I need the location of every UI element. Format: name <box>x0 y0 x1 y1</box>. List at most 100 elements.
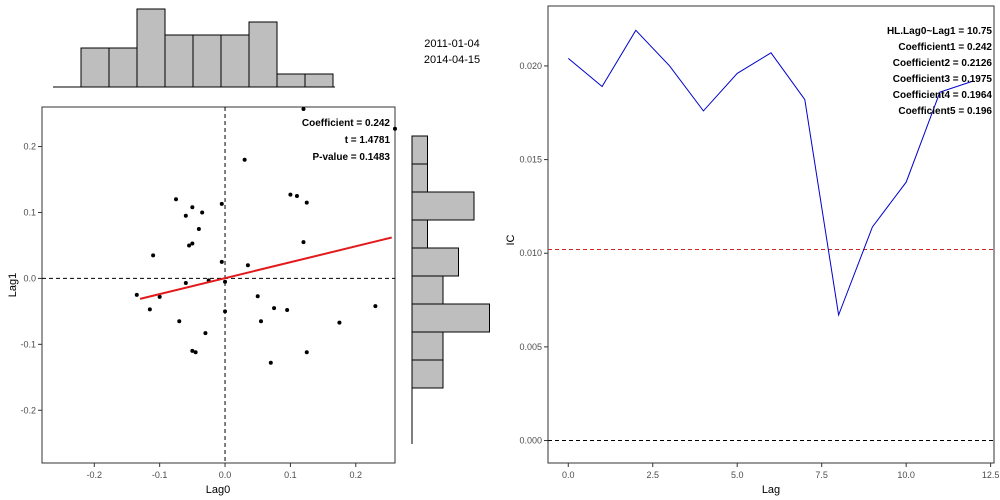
scatter-panel: -0.2 -0.1 0.0 0.1 0.2 -0.2 -0.1 0.0 0.1 0.2 Coef… <box>7 106 397 496</box>
line-y-tick-label: 0.010 <box>519 248 542 258</box>
scatter-x-tick-label: -0.1 <box>152 470 168 480</box>
scatter-point <box>219 201 224 206</box>
scatter-y-tick-label: -0.2 <box>20 405 36 415</box>
scatter-panel-border <box>41 106 396 464</box>
right-histogram-bar <box>411 303 490 333</box>
scatter-x-tick-label: 0.1 <box>284 470 297 480</box>
scatter-point <box>272 306 277 311</box>
line-reference-lines <box>548 248 994 442</box>
scatter-point <box>190 241 195 246</box>
scatter-point <box>304 350 309 355</box>
right-histogram-bar <box>411 191 475 221</box>
scatter-x-tick-label: 0.2 <box>350 470 363 480</box>
top-histogram-bar <box>164 34 194 88</box>
top-marginal-histogram <box>53 8 335 88</box>
line-x-tick-label: 12.5 <box>982 470 1000 480</box>
top-histogram-bar <box>248 21 278 88</box>
scatter-point <box>177 319 182 324</box>
line-y-tick-label: 0.000 <box>519 436 542 446</box>
scatter-point <box>268 360 273 365</box>
scatter-point <box>134 292 139 297</box>
scatter-point <box>190 348 195 353</box>
scatter-point <box>219 259 224 264</box>
line-x-tick-label: 7.5 <box>815 470 828 480</box>
scatter-point <box>223 309 228 314</box>
right-marginal-histogram <box>411 135 490 444</box>
top-histogram-bar <box>192 34 222 88</box>
scatter-x-axis-label: Lag0 <box>206 484 230 496</box>
top-histogram-bar <box>304 73 334 88</box>
right-histogram-bar <box>411 359 444 389</box>
scatter-annotation-coefficient: Coefficient = 0.242 <box>302 118 391 129</box>
line-y-tick-label: 0.005 <box>519 342 542 352</box>
scatter-point <box>193 350 198 355</box>
scatter-point <box>285 308 290 313</box>
line-annotation-coef3: Coefficient3 = 0.1975 <box>893 74 993 85</box>
scatter-point <box>258 319 263 324</box>
scatter-point <box>151 253 156 258</box>
scatter-point <box>190 205 195 210</box>
scatter-reference-lines <box>42 107 395 463</box>
line-y-ticks: 0.000 0.005 0.010 0.015 0.020 <box>519 61 548 446</box>
scatter-y-tick-label: -0.1 <box>20 339 36 349</box>
line-y-tick-label: 0.015 <box>519 155 542 165</box>
line-annotation-coef1: Coefficient1 = 0.242 <box>898 42 992 53</box>
line-annotation-coef2: Coefficient2 = 0.2126 <box>893 58 993 69</box>
scatter-point <box>288 192 293 197</box>
scatter-y-tick-label: 0.2 <box>23 142 36 152</box>
top-histogram-bar <box>108 47 138 88</box>
line-annotations: HL.Lag0~Lag1 = 10.75 Coefficient1 = 0.24… <box>887 26 992 117</box>
line-x-axis-label: Lag <box>762 484 780 496</box>
line-x-ticks: 0.0 2.5 5.0 7.5 10.0 12.5 <box>562 463 999 480</box>
regression-line <box>139 236 392 300</box>
scatter-point <box>294 194 299 198</box>
scatter-x-ticks: -0.2 -0.1 0.0 0.1 0.2 <box>87 463 362 480</box>
line-annotation-coef5: Coefficient5 = 0.196 <box>898 106 992 117</box>
scatter-point <box>337 320 342 325</box>
ic-series-line <box>567 29 974 317</box>
scatter-points <box>134 106 397 365</box>
scatter-point <box>301 106 306 111</box>
scatter-point <box>393 126 397 131</box>
line-x-tick-label: 5.0 <box>731 470 744 480</box>
right-histogram-bar <box>411 219 428 249</box>
scatter-point <box>196 226 201 231</box>
scatter-point <box>187 243 192 248</box>
start-date-label: 2011-01-04 <box>424 38 479 50</box>
scatter-point <box>223 279 228 284</box>
line-x-tick-label: 10.0 <box>897 470 915 480</box>
scatter-point <box>304 200 309 205</box>
line-y-axis-label: IC <box>505 234 517 245</box>
line-panel-border <box>547 5 995 464</box>
scatter-point <box>255 294 260 299</box>
scatter-y-tick-label: 0.0 <box>23 273 36 283</box>
line-x-tick-label: 2.5 <box>646 470 659 480</box>
scatter-point <box>203 331 208 336</box>
right-histogram-bar <box>411 135 428 165</box>
right-histogram-bar <box>411 163 428 193</box>
line-annotation-coef4: Coefficient4 = 0.1964 <box>893 90 993 101</box>
scatter-point <box>301 240 306 245</box>
scatter-annotation-pvalue: P-value = 0.1483 <box>312 152 390 163</box>
scatter-point <box>245 263 250 268</box>
scatter-annotation-t: t = 1.4781 <box>345 135 391 146</box>
regression-line-group <box>139 236 392 300</box>
scatter-point <box>183 213 188 218</box>
top-histogram-bar <box>136 8 166 88</box>
line-annotation-hl: HL.Lag0~Lag1 = 10.75 <box>887 26 992 37</box>
end-date-label: 2014-04-15 <box>424 54 480 66</box>
scatter-x-tick-label: -0.2 <box>87 470 103 480</box>
scatter-point <box>174 197 179 202</box>
top-histogram-bar <box>80 47 110 88</box>
top-histogram-bar <box>276 73 306 88</box>
scatter-y-ticks: -0.2 -0.1 0.0 0.1 0.2 <box>20 142 42 415</box>
scatter-point <box>147 307 152 312</box>
line-y-tick-label: 0.020 <box>519 61 542 71</box>
scatter-y-tick-label: 0.1 <box>23 207 36 217</box>
right-histogram-bar <box>411 275 444 305</box>
scatter-point <box>242 157 247 162</box>
scatter-x-tick-label: 0.0 <box>219 470 232 480</box>
scatter-y-axis-label: Lag1 <box>7 273 19 297</box>
ic-line-panel: 0.0 2.5 5.0 7.5 10.0 12.5 0.000 0.005 0.010 0.01… <box>505 5 999 496</box>
